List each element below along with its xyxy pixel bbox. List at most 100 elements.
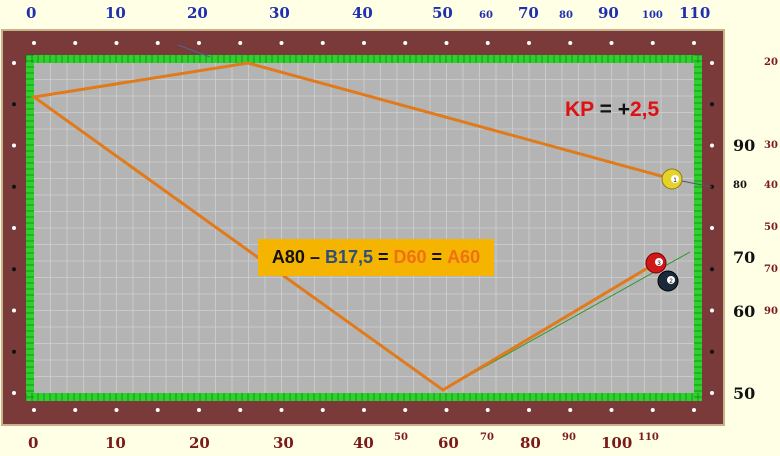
far-right-scale-label: 20 xyxy=(764,57,778,68)
diamond-marker xyxy=(710,391,714,395)
far-right-scale-label: 90 xyxy=(764,306,778,317)
bottom-scale-label: 0 xyxy=(28,434,39,452)
formula-a80: A80 xyxy=(271,247,305,267)
diamond-marker xyxy=(12,349,16,354)
cue-reference-line xyxy=(177,44,211,58)
top-scale-label: 90 xyxy=(598,4,619,22)
top-scale-label: 40 xyxy=(352,4,373,22)
kp-equals: = + xyxy=(593,98,630,121)
ball-red[interactable]: 3 xyxy=(645,252,667,274)
diamond-marker xyxy=(692,41,696,45)
diamond-marker xyxy=(73,41,78,45)
diamond-marker xyxy=(12,391,16,395)
bottom-scale-label: 50 xyxy=(394,432,408,443)
diamond-marker xyxy=(710,349,714,354)
diamond-marker xyxy=(362,41,366,45)
ball-path xyxy=(30,61,673,392)
kp-value: 2,5 xyxy=(630,98,660,121)
diamond-marker xyxy=(710,267,714,272)
ball-dark-number: 2 xyxy=(669,279,673,285)
diamond-marker xyxy=(320,408,325,412)
cushion-segments xyxy=(25,54,702,401)
diamond-marker xyxy=(710,102,714,107)
diamond-marker xyxy=(32,408,36,412)
ball-red-number: 3 xyxy=(657,261,661,267)
diamond-marker xyxy=(609,41,614,45)
diamond-marker xyxy=(692,408,696,412)
diamond-marker xyxy=(609,408,614,412)
diamond-marker xyxy=(12,143,16,148)
diamond-marker xyxy=(650,41,655,45)
formula-eq1: = xyxy=(373,247,394,267)
formula-a60: A60 xyxy=(447,247,481,267)
ball-dark[interactable]: 2 xyxy=(657,270,679,292)
right-scale-label: 90 xyxy=(733,136,756,155)
diamond-marker xyxy=(12,184,16,189)
formula-d60: D60 xyxy=(393,247,427,267)
diamond-marker xyxy=(155,408,160,412)
diamond-marker xyxy=(444,408,449,412)
diamond-marker xyxy=(320,41,325,45)
right-scale-label: 50 xyxy=(733,384,756,403)
top-scale-label: 70 xyxy=(518,4,539,22)
diamond-marker xyxy=(362,408,366,412)
bottom-scale-label: 110 xyxy=(638,432,659,443)
diamond-marker xyxy=(403,408,408,412)
top-scale-label: 10 xyxy=(105,4,126,22)
bottom-scale-label: 100 xyxy=(601,434,633,452)
top-scale-label: 30 xyxy=(269,4,290,22)
diamond-marker xyxy=(485,408,490,412)
top-scale-label: 50 xyxy=(432,4,453,22)
diamond-marker xyxy=(197,41,201,45)
top-scale-label: 20 xyxy=(187,4,208,22)
diamond-marker xyxy=(12,102,16,107)
diamond-marker xyxy=(527,41,531,45)
diamond-marker xyxy=(114,41,119,45)
diamond-marker xyxy=(238,41,243,45)
far-right-scale-label: 50 xyxy=(764,222,778,233)
right-scale-label: 60 xyxy=(733,302,756,321)
diamond-marker xyxy=(650,408,655,412)
diamond-marker xyxy=(568,41,573,45)
diamond-marker xyxy=(238,408,243,412)
diamond-marker xyxy=(710,226,714,230)
ball-yellow-number: 1 xyxy=(673,178,677,184)
rail-diamonds xyxy=(12,41,714,412)
bottom-scale-label: 40 xyxy=(353,434,374,452)
far-right-scale-label: 70 xyxy=(764,264,778,275)
diamond-marker xyxy=(12,226,16,230)
kp-prefix: KP xyxy=(565,98,594,121)
diamond-marker xyxy=(279,408,284,412)
far-right-scale-label: 30 xyxy=(764,140,778,151)
diamond-marker xyxy=(32,41,36,45)
diamond-marker xyxy=(527,408,531,412)
formula-dash: – xyxy=(304,247,325,267)
diamond-marker xyxy=(279,41,284,45)
formula-b: B17,5 xyxy=(324,247,373,267)
diamond-marker xyxy=(155,41,160,45)
bottom-scale-label: 90 xyxy=(562,432,576,443)
right-scale-label: 70 xyxy=(733,248,756,267)
formula-eq2: = xyxy=(426,247,448,267)
top-scale-label: 110 xyxy=(679,4,711,22)
bottom-scale-label: 70 xyxy=(480,432,494,443)
bottom-scale-label: 20 xyxy=(189,434,210,452)
top-scale-label: 100 xyxy=(642,10,663,21)
bottom-scale-label: 80 xyxy=(520,434,541,452)
diamond-marker xyxy=(12,61,16,65)
bottom-scale-label: 30 xyxy=(273,434,294,452)
ball-yellow[interactable]: 1 xyxy=(661,168,683,190)
diamond-marker xyxy=(485,41,490,45)
diamond-marker xyxy=(73,408,78,412)
far-right-scale-label: 40 xyxy=(764,180,778,191)
bottom-scale-label: 60 xyxy=(438,434,459,452)
diamond-marker xyxy=(403,41,408,45)
diamond-marker xyxy=(444,41,449,45)
kp-correction-label: KP = +2,5 xyxy=(565,98,659,122)
diamond-marker xyxy=(12,267,16,272)
diamond-marker xyxy=(710,143,714,148)
diamond-marker xyxy=(568,408,573,412)
diamond-marker xyxy=(197,408,201,412)
diamond-marker xyxy=(12,308,16,313)
